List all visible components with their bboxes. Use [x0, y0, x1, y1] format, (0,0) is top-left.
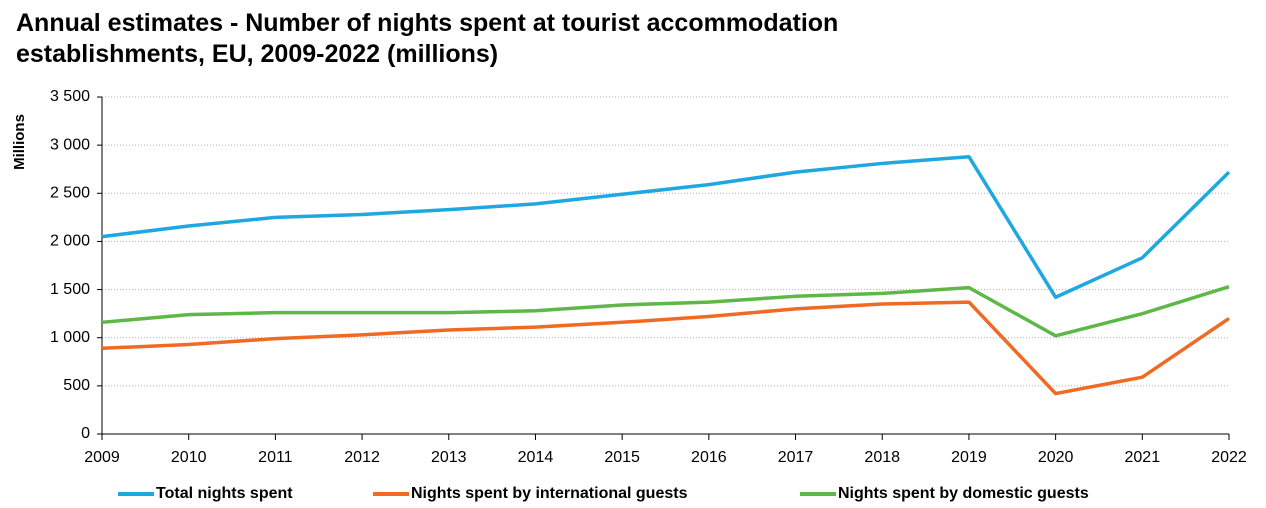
x-tick-label: 2012	[344, 449, 380, 466]
y-tick-label: 2 000	[50, 233, 90, 250]
y-tick-label: 2 500	[50, 185, 90, 202]
line-series	[101, 285, 1230, 338]
y-tick-label: 3 500	[50, 88, 90, 105]
x-tick-label: 2019	[951, 449, 987, 466]
y-axis-label: Millions	[11, 114, 28, 170]
x-tick-label: 2018	[864, 449, 900, 466]
x-tick-label: 2017	[778, 449, 814, 466]
legend-label: Total nights spent	[156, 485, 293, 502]
x-tick-label: 2015	[604, 449, 640, 466]
line-series	[101, 154, 1231, 300]
chart-title: Annual estimates - Number of nights spen…	[16, 9, 839, 68]
x-tick-label: 2021	[1125, 449, 1161, 466]
x-tick-label: 2009	[84, 449, 120, 466]
x-tick-label: 2016	[691, 449, 727, 466]
y-tick-label: 1 000	[50, 329, 90, 346]
x-tick-label: 2022	[1211, 449, 1247, 466]
x-tick-label: 2020	[1038, 449, 1074, 466]
legend-label: Nights spent by international guests	[411, 485, 688, 502]
y-tick-label: 3 000	[50, 136, 90, 153]
y-tick-label: 0	[81, 425, 90, 442]
y-tick-label: 1 500	[50, 281, 90, 298]
line-series	[101, 300, 1230, 396]
x-tick-label: 2011	[258, 449, 293, 466]
legend-label: Nights spent by domestic guests	[838, 485, 1089, 502]
x-tick-label: 2013	[431, 449, 467, 466]
x-tick-label: 2014	[518, 449, 554, 466]
y-tick-label: 500	[63, 377, 90, 394]
x-tick-label: 2010	[171, 449, 207, 466]
